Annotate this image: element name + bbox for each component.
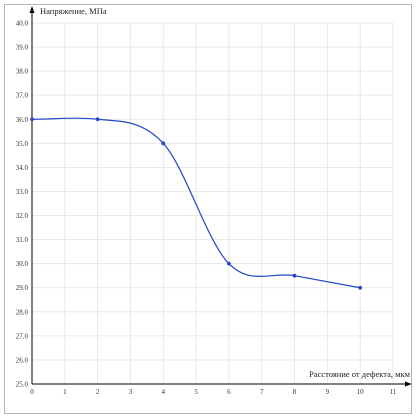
x-tick-label: 6 (227, 388, 231, 396)
y-tick-label: 28.0 (16, 308, 29, 316)
y-tick-label: 29.0 (16, 284, 29, 292)
y-tick-label: 36.0 (16, 116, 29, 124)
x-tick-label: 7 (260, 388, 264, 396)
x-tick-labels: 0 1 2 3 4 5 6 7 8 9 10 11 (30, 388, 397, 396)
data-point (227, 261, 231, 266)
y-axis-arrow (29, 6, 35, 13)
y-tick-label: 34.0 (16, 164, 29, 172)
x-axis-title: Расстояние от дефекта, мкм (309, 369, 410, 379)
data-point (161, 141, 166, 146)
y-tick-label: 25.0 (16, 381, 29, 389)
x-tick-label: 5 (194, 388, 198, 396)
x-tick-label: 4 (162, 388, 166, 396)
x-tick-label: 1 (63, 388, 67, 396)
x-tick-label: 10 (357, 388, 365, 396)
y-tick-label: 40.0 (16, 20, 29, 28)
axes (29, 6, 412, 387)
chart-frame (4, 4, 412, 414)
x-axis-arrow (405, 381, 412, 387)
data-point (292, 273, 297, 278)
x-tick-label: 2 (96, 388, 100, 396)
x-tick-label: 9 (326, 388, 330, 396)
x-tick-label: 11 (390, 388, 397, 396)
y-tick-label: 27.0 (16, 332, 29, 340)
series-line (31, 117, 361, 289)
series (30, 117, 363, 290)
data-point (30, 117, 34, 122)
y-tick-label: 38.0 (16, 68, 29, 76)
y-tick-label: 39.0 (16, 44, 29, 52)
y-tick-label: 35.0 (16, 140, 29, 148)
x-tick-label: 3 (129, 388, 133, 396)
grid (32, 22, 394, 384)
y-tick-label: 32.0 (16, 212, 29, 220)
y-tick-label: 31.0 (16, 236, 29, 244)
x-tick-label: 0 (30, 388, 34, 396)
y-tick-label: 26.0 (16, 356, 29, 364)
y-axis-title: Напряжение, МПа (40, 6, 107, 16)
y-tick-labels: 25.0 26.0 27.0 28.0 29.0 30.0 31.0 32.0 33.0 34.0… (16, 20, 29, 389)
y-tick-label: 30.0 (16, 260, 29, 268)
y-tick-label: 33.0 (16, 188, 29, 196)
x-tick-label: 8 (293, 388, 297, 396)
data-point (358, 285, 363, 290)
y-tick-label: 37.0 (16, 92, 29, 100)
data-point (95, 117, 100, 122)
